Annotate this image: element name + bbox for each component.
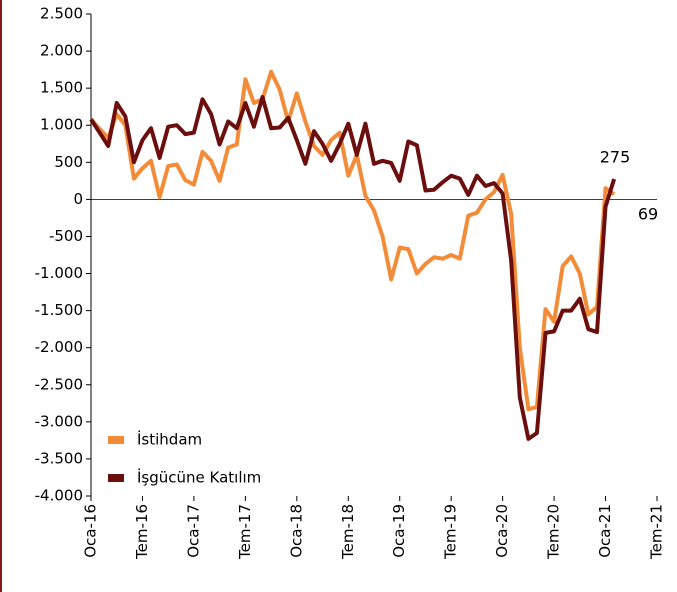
x-tick-label: Tem-21 (648, 504, 666, 560)
y-tick-label: 500 (54, 153, 83, 171)
y-tick-label: -1.000 (35, 264, 83, 282)
series-line (89, 95, 617, 441)
x-tick-label: Tem-17 (236, 504, 254, 560)
y-tick-label: -1.500 (35, 301, 83, 319)
y-tick-label: -3.500 (35, 449, 83, 467)
y-tick-label: 1.000 (40, 116, 83, 134)
x-tick-label: Tem-16 (133, 504, 151, 560)
y-tick-label: -4.000 (35, 487, 83, 505)
legend-label: İşgücüne Katılım (137, 468, 261, 487)
y-tick-label: 2.000 (40, 42, 83, 60)
x-tick-label: Oca-17 (184, 504, 202, 558)
x-tick-label: Oca-21 (596, 504, 614, 558)
y-tick-label: 2.500 (40, 5, 83, 23)
y-tick-label: -3.000 (35, 412, 83, 430)
x-tick-label: Tem-19 (442, 504, 460, 560)
legend-label: İstihdam (137, 430, 202, 449)
x-tick-label: Tem-20 (545, 504, 563, 560)
y-tick-label: -2.000 (35, 338, 83, 356)
x-tick-label: Tem-18 (339, 504, 357, 560)
annotation: 69 (638, 205, 658, 224)
y-tick-label: -500 (49, 227, 83, 245)
x-tick-label: Oca-19 (390, 504, 408, 558)
x-tick-label: Oca-16 (82, 504, 100, 558)
annotation: 275 (600, 148, 631, 167)
x-tick-label: Oca-18 (287, 504, 305, 558)
y-tick-label: 1.500 (40, 79, 83, 97)
x-tick-label: Oca-20 (493, 504, 511, 558)
y-tick-label: -2.500 (35, 375, 83, 393)
legend-swatch (108, 436, 124, 444)
legend-swatch (108, 474, 124, 482)
series-line (89, 69, 616, 412)
y-tick-label: 0 (73, 190, 83, 208)
